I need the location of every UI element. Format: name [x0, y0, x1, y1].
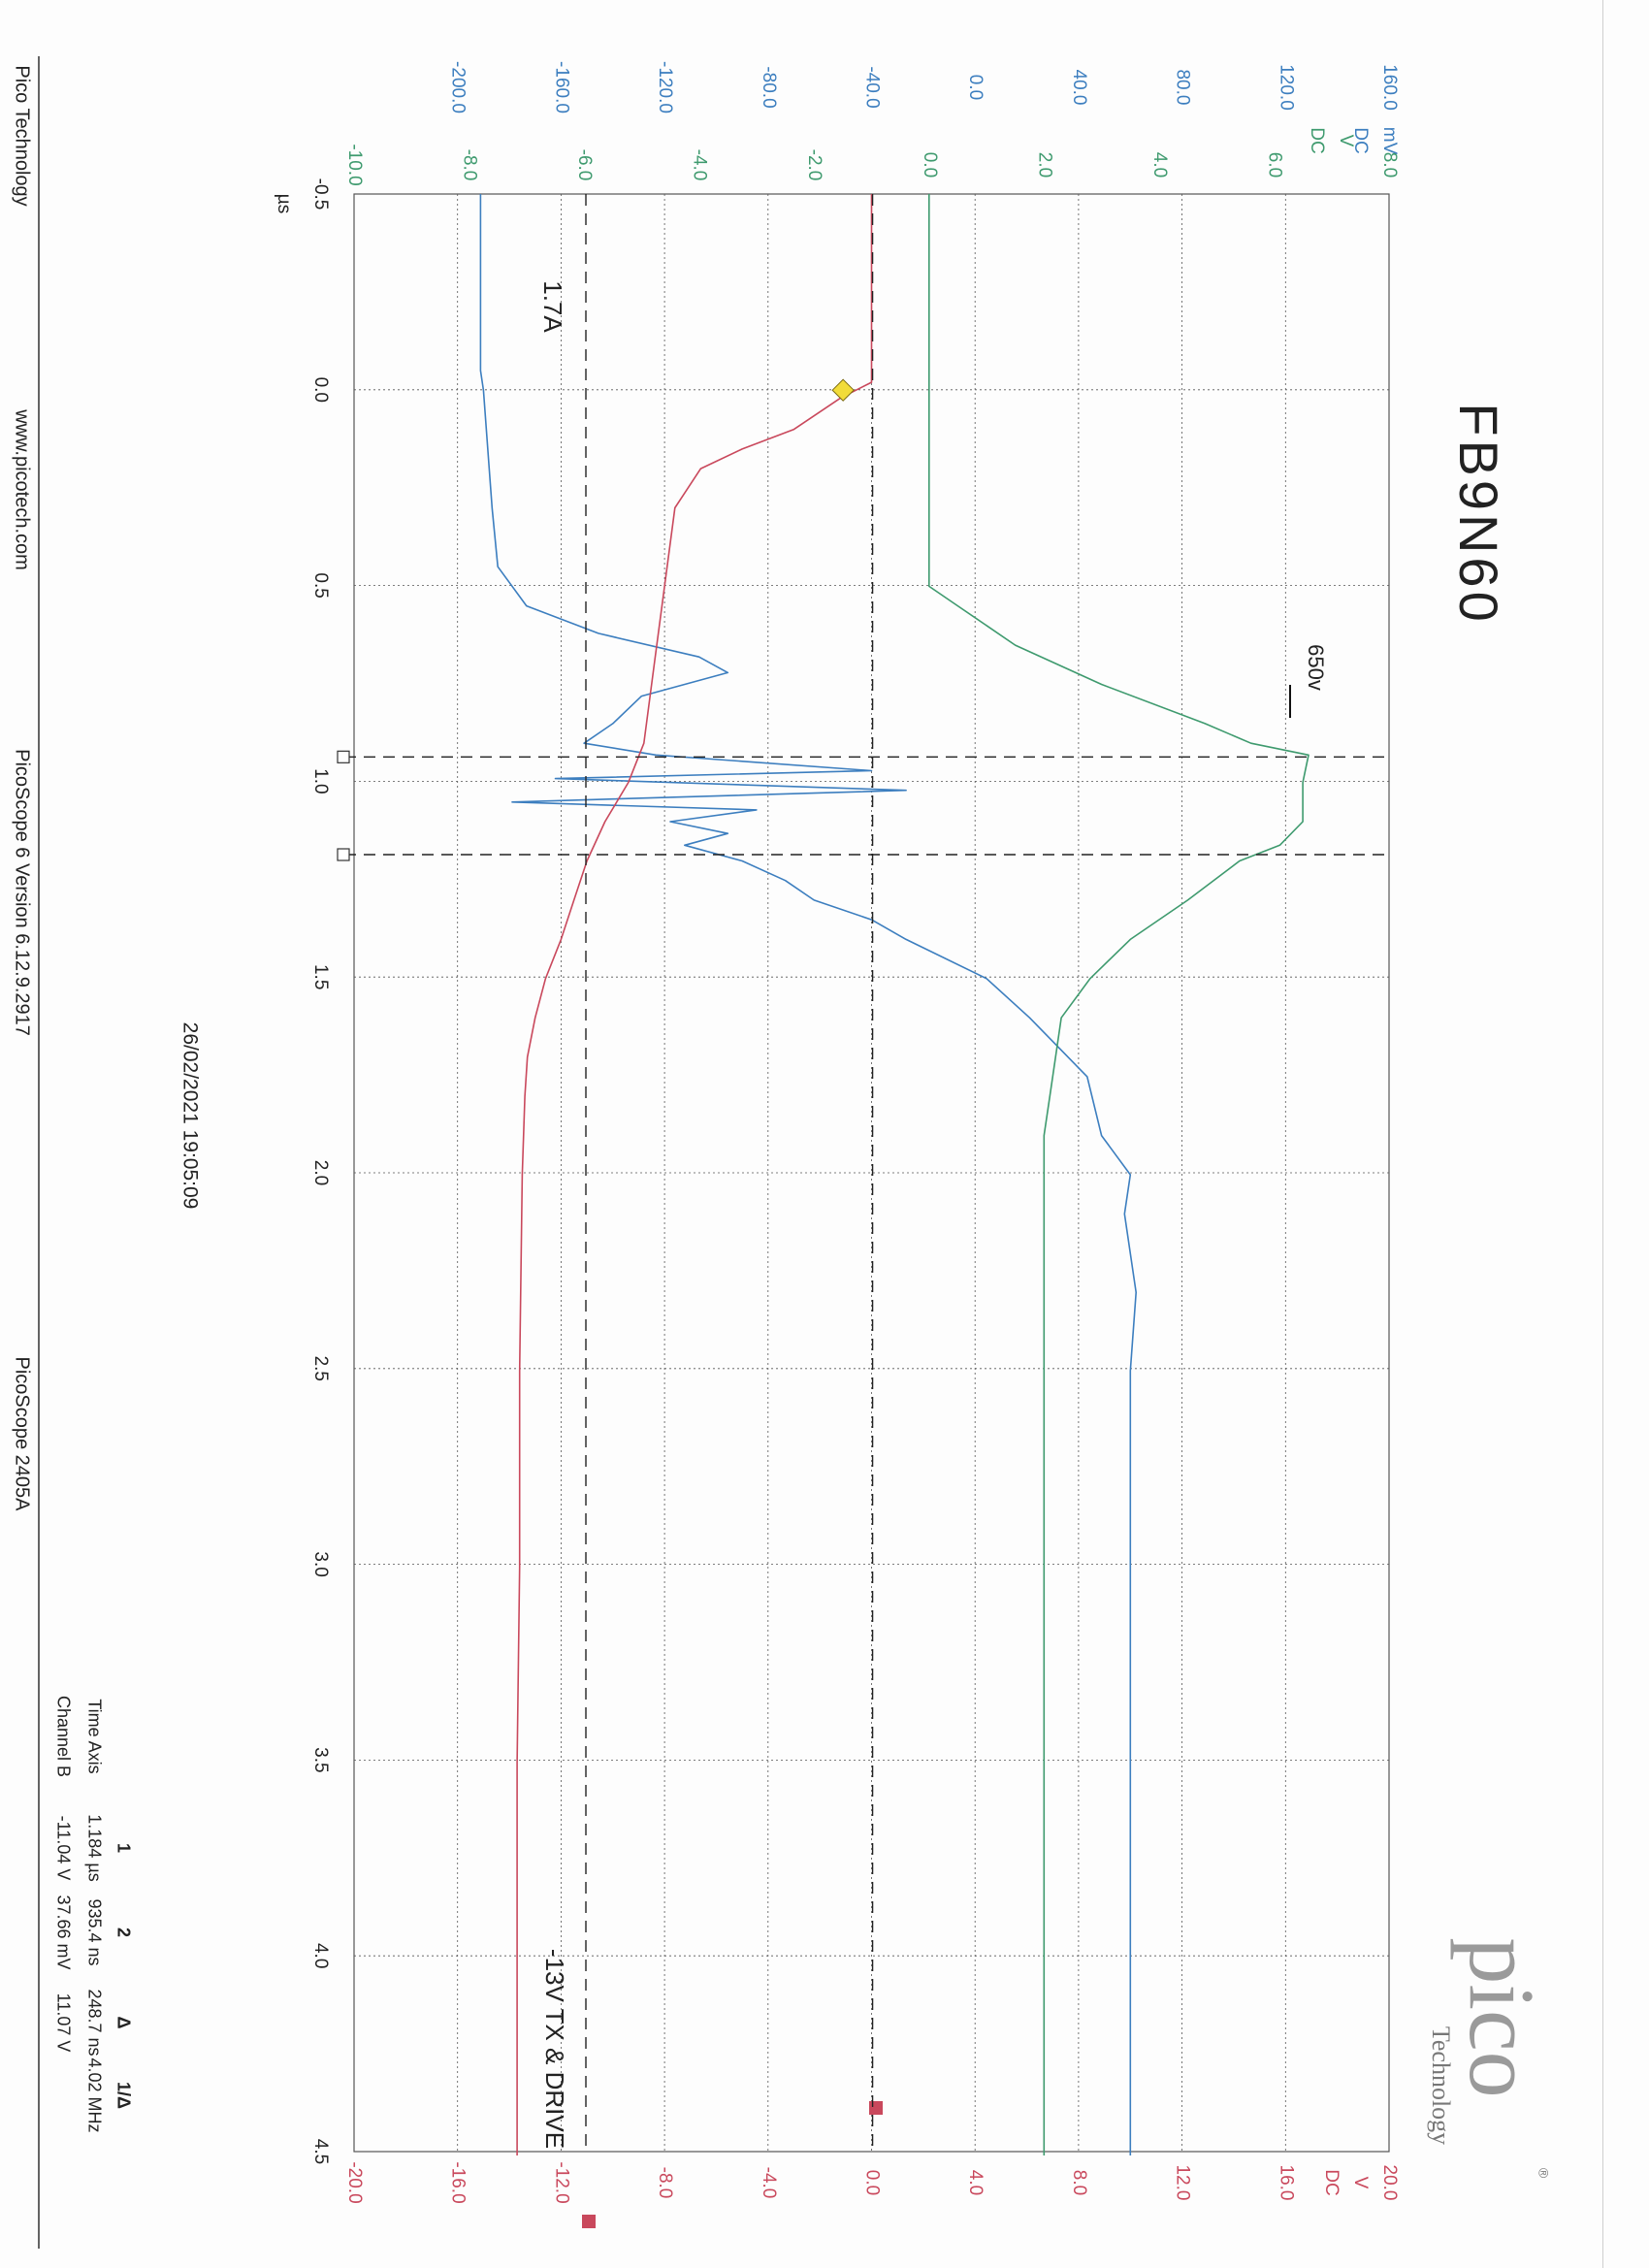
blue-axis-coupling: DC: [1350, 127, 1371, 153]
x-tick-label: 1.5: [310, 964, 331, 989]
measurement-value: 935.4 ns: [84, 1898, 104, 1965]
green-axis-tick: 2.0: [1034, 152, 1054, 178]
green-axis-unit: V: [1336, 135, 1356, 147]
time-cursor-handle[interactable]: [337, 750, 350, 763]
x-tick-label: 0.0: [310, 377, 331, 403]
green-axis-tick: -4.0: [690, 149, 710, 181]
blue-axis-unit: mV: [1379, 127, 1400, 155]
handwritten-title: FB9N60: [1448, 403, 1509, 625]
measurement-row-label: Channel B: [53, 1696, 73, 1777]
trigger-marker[interactable]: [831, 378, 855, 402]
blue-axis-tick: -160.0: [551, 61, 571, 113]
footer-website: www.picotech.com: [12, 408, 33, 570]
red-axis-tick: 8.0: [1069, 2170, 1089, 2195]
pico-logo-sub: Technology: [1427, 2026, 1455, 2145]
red-level-marker: [582, 2215, 596, 2228]
green-axis-tick: -6.0: [574, 149, 595, 181]
measurement-value: 248.7 ns: [84, 1989, 104, 2056]
red-axis-tick: 0.0: [861, 2170, 882, 2195]
series-line-blue: [479, 194, 1137, 2155]
x-tick-label: 3.5: [310, 1747, 331, 1772]
footer-device: PicoScope 2405A: [12, 1356, 33, 1511]
x-tick-label: 2.0: [310, 1160, 331, 1185]
green-axis-tick: 8.0: [1379, 152, 1400, 178]
blue-axis-tick: 120.0: [1276, 64, 1296, 111]
red-zero-marker: [869, 2101, 883, 2115]
green-axis-tick: -2.0: [804, 149, 824, 181]
measurement-header: Δ: [113, 2017, 133, 2029]
red-axis-tick: -12.0: [551, 2161, 571, 2203]
measurement-value: 4.02 MHz: [84, 2057, 104, 2132]
red-axis-unit: V: [1350, 2177, 1371, 2189]
measurement-value: -11.04 V: [53, 1816, 73, 1881]
blue-axis-tick: 160.0: [1379, 64, 1400, 111]
red-axis-tick: 4.0: [965, 2170, 986, 2195]
x-tick-label: 4.0: [310, 1943, 331, 1968]
green-axis-coupling: DC: [1307, 127, 1327, 153]
green-axis-tick: -10.0: [344, 144, 365, 185]
green-axis-tick: -8.0: [460, 149, 480, 181]
measurement-header: 2: [113, 1928, 133, 1937]
scan-edge: [1602, 0, 1603, 2268]
x-tick-label: 4.5: [310, 2139, 331, 2164]
footer-version: PicoScope 6 Version 6.12.9.2917: [12, 749, 33, 1036]
series-line-green: [927, 194, 1310, 2155]
x-tick-label: 0.5: [310, 572, 331, 598]
red-axis-tick: -16.0: [448, 2161, 469, 2203]
green-axis-tick: 6.0: [1264, 152, 1284, 178]
red-axis-tick: -4.0: [759, 2167, 779, 2199]
x-tick-label: -0.5: [310, 178, 331, 211]
time-cursor-handle[interactable]: [337, 848, 350, 861]
green-axis-tick: 4.0: [1149, 152, 1170, 178]
blue-axis-tick: 40.0: [1069, 70, 1089, 106]
red-axis-tick: -8.0: [655, 2167, 675, 2199]
measurement-header: 1: [113, 1843, 133, 1853]
x-tick-label: 2.5: [310, 1356, 331, 1381]
x-tick-label: 3.0: [310, 1551, 331, 1576]
handwritten-peak: 650v: [1304, 644, 1328, 691]
blue-axis-tick: -120.0: [655, 61, 675, 113]
footer-company: Pico Technology: [12, 65, 33, 206]
registered-mark: ®: [1536, 2168, 1551, 2179]
handwritten-current: 1.7A: [538, 280, 567, 333]
measurement-value: 37.66 mV: [53, 1895, 73, 1969]
blue-axis-tick: -80.0: [759, 66, 779, 108]
red-axis-coupling: DC: [1321, 2169, 1342, 2195]
red-axis-tick: 12.0: [1173, 2165, 1193, 2201]
series-line-red: [516, 194, 873, 2155]
green-axis-tick: 0.0: [920, 152, 940, 178]
blue-axis-tick: 0.0: [965, 75, 986, 100]
measurement-row-label: Time Axis: [84, 1699, 104, 1773]
measurement-header: 1/Δ: [113, 2082, 133, 2109]
blue-axis-tick: -40.0: [861, 66, 882, 108]
red-axis-tick: -20.0: [344, 2161, 365, 2203]
timestamp: 26/02/2021 19:05:09: [178, 1022, 201, 1210]
handwritten-drive: -13V TX & DRIVE: [540, 1949, 569, 2149]
measurement-value: 11.07 V: [53, 1993, 73, 2053]
red-axis-tick: 16.0: [1276, 2165, 1296, 2201]
x-tick-label: 1.0: [310, 768, 331, 794]
measurement-value: 1.184 µs: [84, 1814, 104, 1881]
red-axis-tick: 20.0: [1379, 2165, 1400, 2201]
blue-axis-tick: -200.0: [448, 61, 469, 113]
pico-logo: pico: [1450, 1937, 1554, 2097]
blue-axis-tick: 80.0: [1173, 70, 1193, 106]
x-axis-unit: µs: [274, 194, 294, 213]
